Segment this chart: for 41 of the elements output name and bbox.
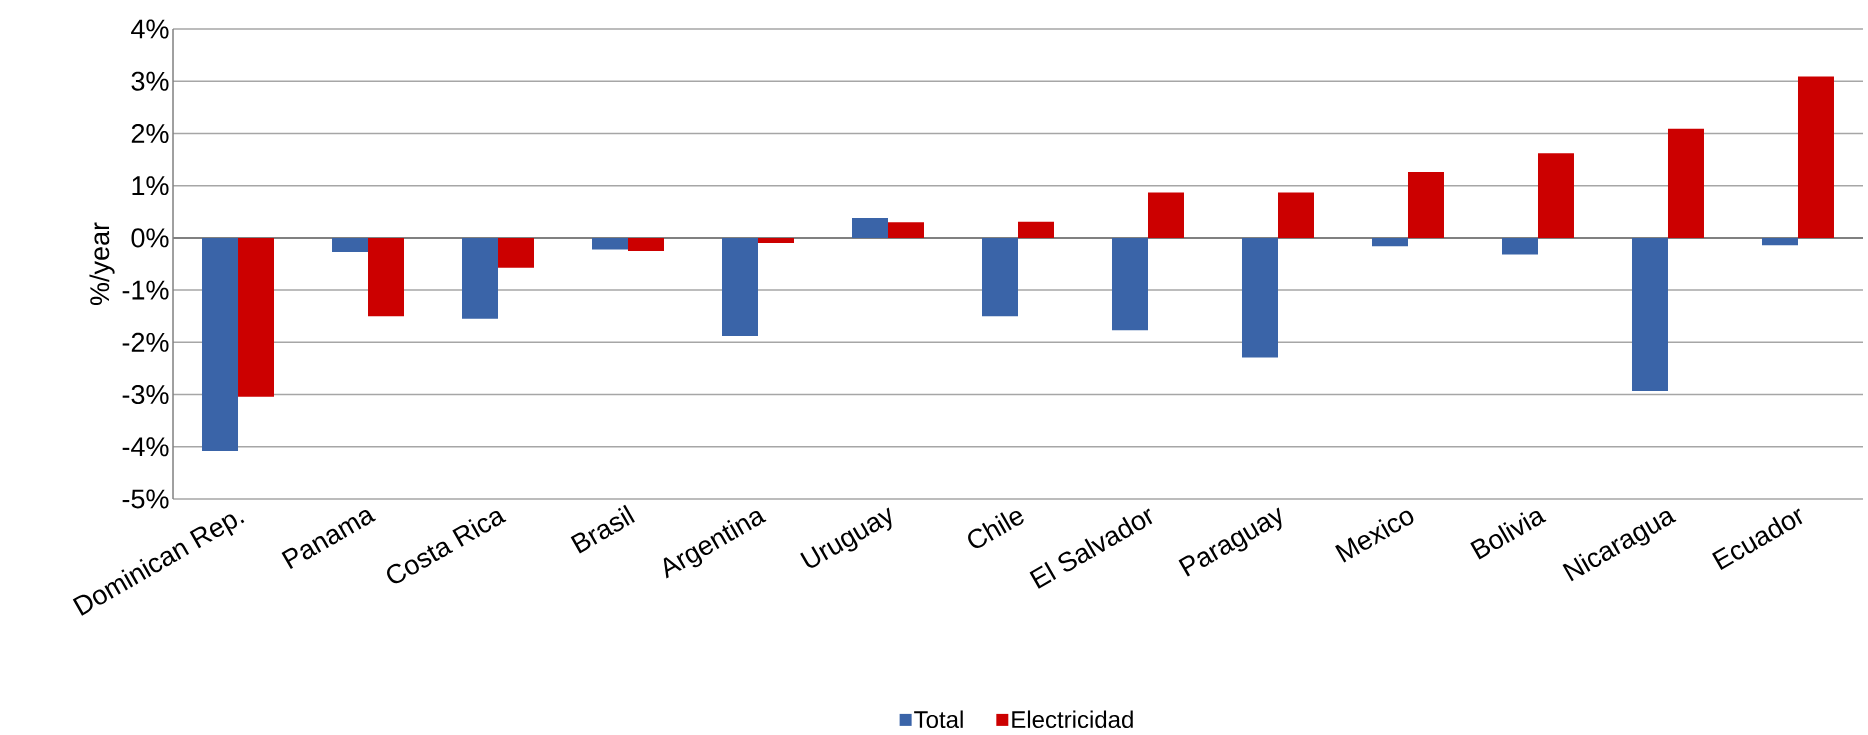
bar xyxy=(498,237,535,268)
bar xyxy=(1797,76,1834,238)
bar xyxy=(1408,172,1444,238)
x-tick-label: Costa Rica xyxy=(387,510,507,584)
y-tick-label: -1% xyxy=(122,280,169,300)
bar xyxy=(982,237,1018,317)
legend-label: Total xyxy=(914,710,963,729)
x-tick-label: Chile xyxy=(968,510,1024,548)
bar xyxy=(758,237,794,244)
bar xyxy=(1631,237,1668,391)
y-tick-label: 2% xyxy=(131,123,169,143)
bar xyxy=(1501,237,1538,255)
bar xyxy=(462,237,498,319)
y-tick-label: 3% xyxy=(131,71,169,91)
bar xyxy=(332,237,369,252)
bar xyxy=(1371,237,1408,247)
bar xyxy=(852,218,888,238)
bar xyxy=(1148,192,1184,238)
bar xyxy=(1112,237,1148,331)
bar xyxy=(238,237,275,397)
bar xyxy=(1242,237,1278,358)
bar xyxy=(1537,153,1574,238)
y-tick-label: -5% xyxy=(122,489,169,509)
bar xyxy=(368,237,405,317)
bar xyxy=(1761,237,1798,246)
bar xyxy=(722,237,758,337)
bar xyxy=(1667,128,1704,238)
bar xyxy=(888,222,924,238)
y-tick-label: -4% xyxy=(122,437,169,457)
y-tick-label: -2% xyxy=(122,332,169,352)
y-tick-label: 4% xyxy=(131,19,169,39)
legend-label: Electricidad xyxy=(1012,710,1133,729)
bar xyxy=(628,237,665,251)
y-tick-label: -3% xyxy=(122,384,169,405)
bar xyxy=(202,237,239,451)
bar xyxy=(592,237,628,250)
y-tick-label: 0% xyxy=(131,228,169,248)
y-axis-title: %/year xyxy=(89,222,115,306)
bar xyxy=(1278,192,1314,238)
bar xyxy=(1018,221,1054,238)
y-tick-label: 1% xyxy=(132,176,169,196)
